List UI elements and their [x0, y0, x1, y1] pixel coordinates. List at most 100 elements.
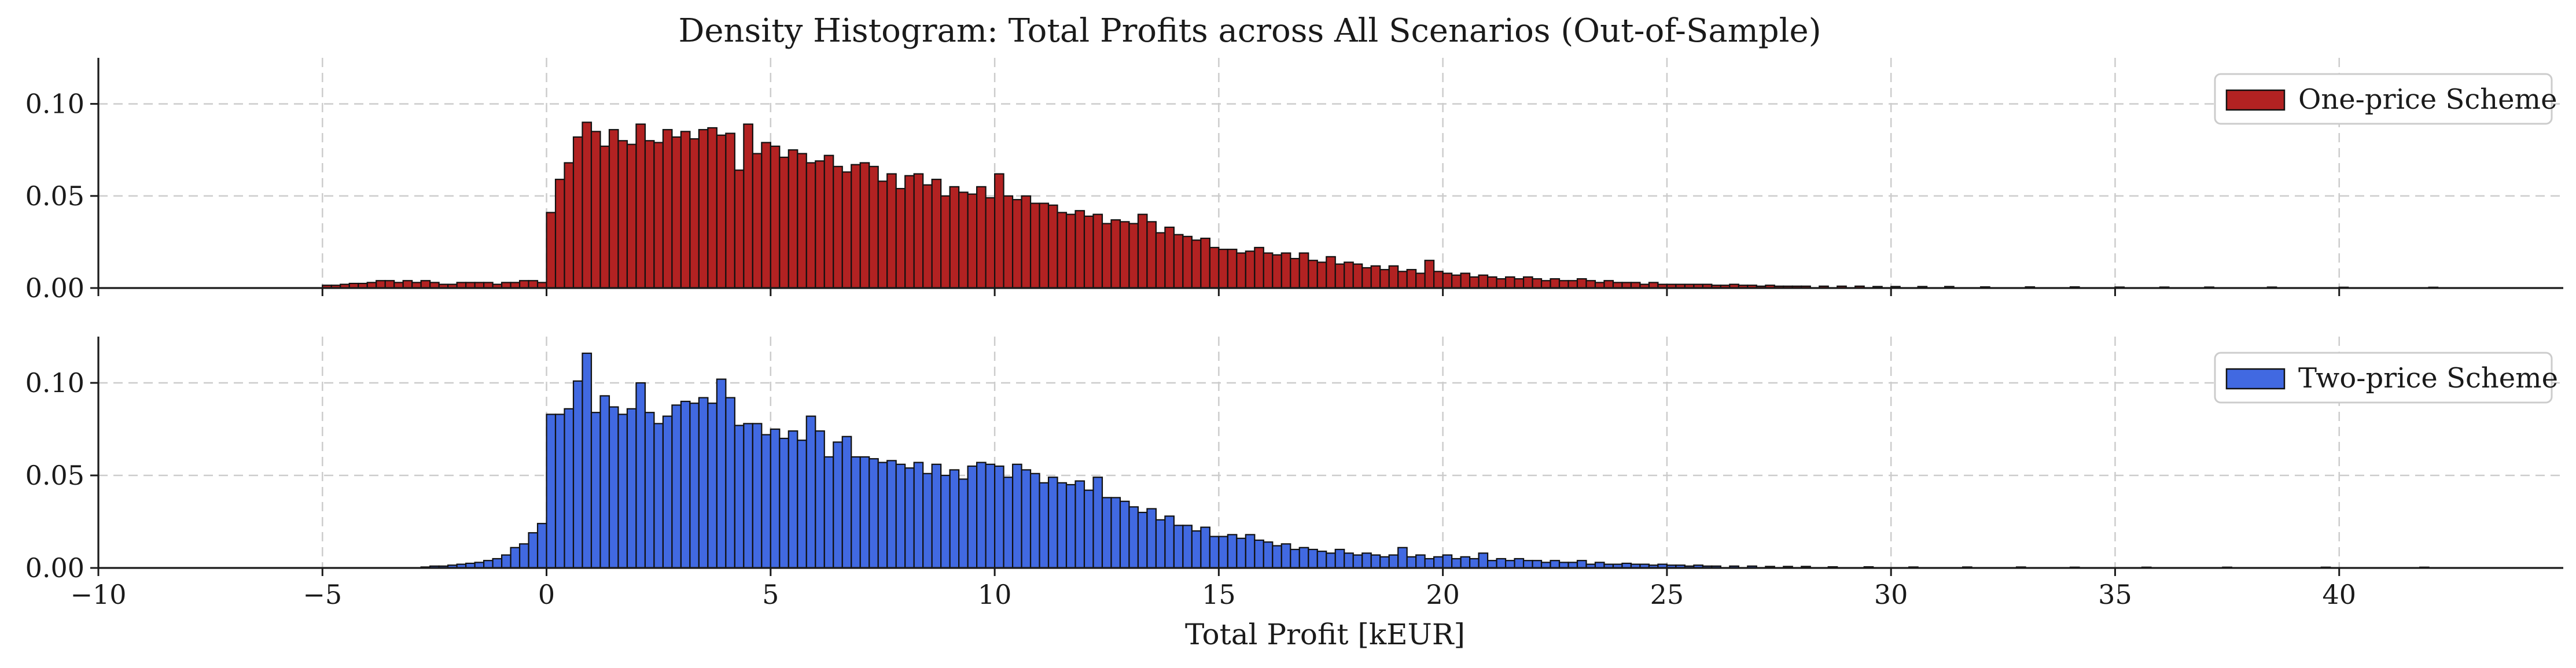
histogram-bar: [1047, 477, 1058, 569]
histogram-bar: [859, 162, 870, 289]
y-tick-label: 0.10: [25, 88, 84, 120]
histogram-bar: [1334, 548, 1345, 569]
histogram-bar: [823, 154, 834, 289]
histogram-bar: [1074, 480, 1085, 569]
histogram-bar: [770, 145, 781, 289]
histogram-bar: [1370, 554, 1381, 569]
histogram-bar: [1218, 249, 1228, 289]
histogram-bar: [1173, 525, 1184, 569]
histogram-bar: [904, 467, 915, 569]
histogram-bar: [752, 153, 763, 289]
histogram-bar: [1011, 463, 1022, 569]
histogram-bar: [402, 280, 413, 289]
histogram-bar: [1352, 554, 1363, 569]
histogram-bar: [582, 352, 593, 569]
histogram-bar: [805, 162, 816, 289]
histogram-bar: [716, 134, 727, 289]
histogram-bar: [384, 280, 395, 289]
histogram-bar: [1263, 252, 1274, 289]
histogram-bar: [554, 179, 565, 289]
histogram-bar: [958, 478, 969, 569]
histogram-bar: [1558, 280, 1569, 289]
histogram-bar: [940, 474, 951, 569]
x-axis-label: Total Profit [kEUR]: [1185, 618, 1465, 651]
x-tick-label: 40: [2322, 579, 2356, 610]
histogram-bar: [1433, 271, 1444, 289]
histogram-bar: [1029, 202, 1040, 289]
chart-title: Density Histogram: Total Profits across …: [678, 12, 1821, 50]
histogram-bar: [1316, 261, 1327, 289]
x-tick-label: −5: [303, 579, 342, 610]
histogram-bar: [1406, 269, 1417, 289]
histogram-bar: [1227, 249, 1238, 289]
grid-lines: [97, 337, 2563, 569]
histogram-bar: [1550, 278, 1561, 289]
histogram-bar: [582, 121, 593, 289]
histogram-bar: [743, 423, 753, 569]
histogram-bar: [779, 437, 789, 569]
histogram-bar: [1200, 237, 1210, 289]
histogram-bar: [1101, 223, 1112, 289]
x-tick-label: 10: [978, 579, 1012, 610]
histogram-bar: [752, 423, 763, 569]
histogram-bar: [1522, 276, 1533, 289]
histogram-bar: [815, 430, 825, 569]
histogram-bar: [1316, 551, 1327, 569]
histogram-bar: [1155, 519, 1166, 569]
histogram-bar: [1433, 556, 1444, 569]
bars-one-price: [322, 121, 2439, 289]
histogram-bar: [913, 173, 924, 289]
histogram-bar: [1209, 536, 1220, 569]
histogram-bar: [1451, 558, 1462, 569]
histogram-bar: [967, 465, 978, 569]
histogram-bar: [492, 558, 503, 569]
histogram-bar: [1272, 545, 1282, 569]
histogram-bar: [1379, 556, 1390, 569]
histogram-bar: [877, 180, 888, 289]
histogram-bar: [1496, 558, 1507, 569]
histogram-bar: [554, 414, 565, 569]
histogram-bar: [1227, 534, 1238, 569]
histogram-bar: [1209, 246, 1220, 289]
histogram-bar: [1021, 195, 1032, 289]
legend-swatch-one-price: [2225, 89, 2286, 111]
histogram-bar: [1514, 558, 1525, 569]
histogram-bar: [1182, 235, 1193, 289]
histogram-bar: [1164, 226, 1175, 289]
histogram-bar: [1397, 271, 1408, 289]
histogram-bar: [1361, 552, 1372, 569]
x-tick-label: 35: [2098, 579, 2132, 610]
histogram-bar: [1361, 267, 1372, 289]
histogram-bar: [886, 460, 897, 569]
histogram-bar: [1092, 213, 1103, 289]
histogram-bar: [1424, 260, 1435, 289]
y-tick-label: 0.05: [25, 180, 84, 212]
histogram-bar: [985, 197, 996, 289]
histogram-bar: [1388, 554, 1399, 569]
histogram-bar: [483, 560, 494, 569]
histogram-bar: [976, 462, 987, 569]
histogram-bar: [1182, 525, 1193, 569]
histogram-bar: [420, 280, 431, 289]
histogram-bar: [1146, 221, 1157, 289]
histogram-bar: [1603, 280, 1614, 289]
histogram-bar: [1083, 489, 1094, 569]
x-tick-label: 5: [762, 579, 779, 610]
histogram-bar: [671, 136, 682, 289]
histogram-bar: [707, 127, 717, 289]
histogram-bar: [779, 156, 789, 289]
histogram-bar: [1164, 515, 1175, 569]
histogram-bar: [510, 547, 521, 569]
histogram-bar: [1029, 473, 1040, 569]
histogram-bar: [1236, 537, 1246, 569]
x-tick-label: 25: [1650, 579, 1684, 610]
histogram-bar: [725, 132, 735, 289]
histogram-bar: [1550, 560, 1561, 569]
histogram-bar: [1504, 560, 1515, 569]
histogram-bar: [1146, 508, 1157, 569]
histogram-bar: [1083, 215, 1094, 289]
bars-two-price: [420, 352, 2430, 569]
histogram-bar: [940, 195, 951, 289]
axes-two-price: 0.00 0.05 0.10 −10 −5 0 5 10 15 20 25 30 35 40: [25, 337, 2563, 610]
histogram-bar: [869, 165, 879, 289]
